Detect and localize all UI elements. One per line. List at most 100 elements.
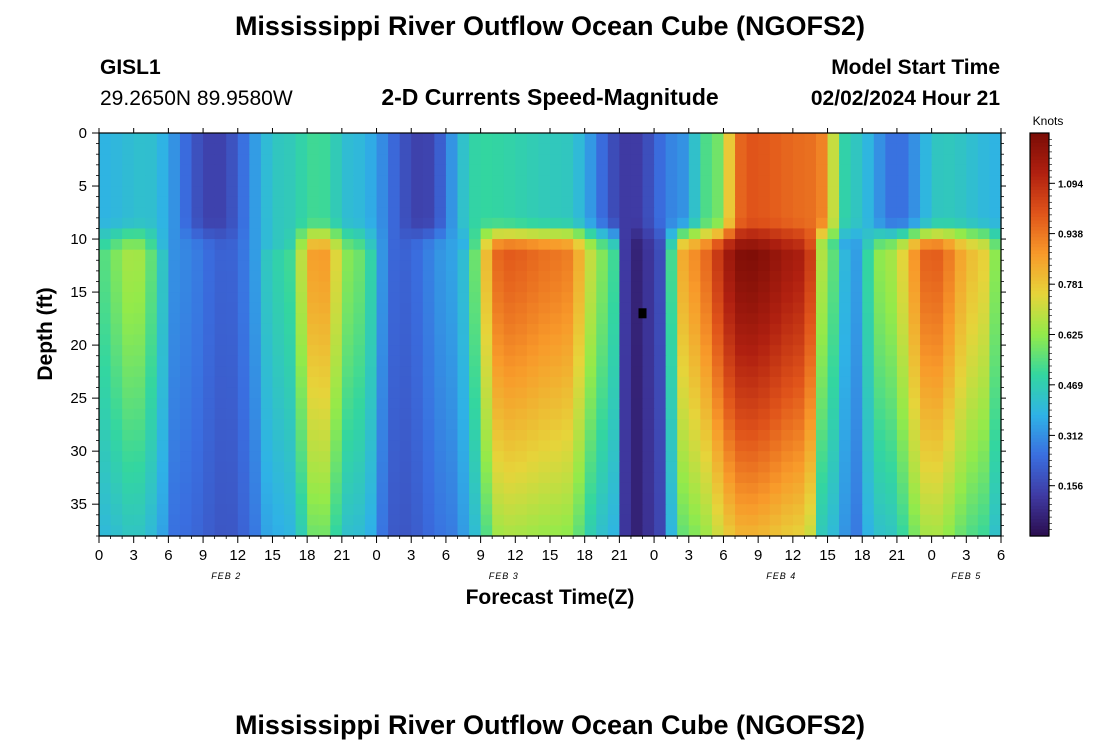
heat-cell <box>688 164 701 177</box>
heat-cell <box>203 398 216 410</box>
heat-cell <box>272 461 285 473</box>
heat-cell <box>758 323 771 336</box>
heat-cell <box>896 334 910 346</box>
heat-cell <box>457 143 470 155</box>
heat-cell <box>792 461 806 473</box>
heat-cell <box>422 366 435 378</box>
heat-cell <box>873 292 886 304</box>
heat-cell <box>642 376 655 389</box>
heat-cell <box>191 133 204 145</box>
colorbar-swatch <box>1030 492 1049 497</box>
heat-cell <box>330 164 343 177</box>
heat-cell <box>156 133 169 145</box>
heat-cell <box>758 175 771 187</box>
heat-cell <box>966 461 979 473</box>
heat-cell <box>469 345 482 357</box>
heat-cell <box>665 419 678 431</box>
heat-cell <box>376 419 389 431</box>
heat-cell <box>873 186 886 198</box>
heat-cell <box>885 429 898 442</box>
heat-cell <box>896 525 910 537</box>
heat-cell <box>711 207 725 219</box>
heat-cell <box>827 164 840 177</box>
heat-cell <box>746 376 759 389</box>
heat-cell <box>179 408 193 420</box>
heat-cell <box>168 281 181 293</box>
heat-cell <box>931 525 944 537</box>
heat-cell <box>411 482 424 495</box>
date-label: FEB 3 <box>489 571 519 581</box>
heat-cell <box>573 313 586 325</box>
heat-cell <box>526 154 540 166</box>
heat-cell <box>272 292 285 304</box>
heat-cell <box>607 164 620 177</box>
heat-cell <box>723 514 736 526</box>
heat-cell <box>920 292 933 304</box>
heat-cell <box>804 419 817 431</box>
heat-cell <box>492 175 505 187</box>
heat-cell <box>469 154 482 166</box>
heat-cell <box>839 228 852 240</box>
heat-cell <box>480 292 493 304</box>
heat-cell <box>781 345 794 357</box>
heat-cell <box>804 217 817 230</box>
heat-cell <box>99 429 112 442</box>
heat-cell <box>168 461 181 473</box>
heat-cell <box>630 514 644 526</box>
heat-cell <box>538 504 551 516</box>
heat-cell <box>411 355 424 367</box>
heat-cell <box>411 270 424 283</box>
heat-cell <box>665 217 678 230</box>
heat-cell <box>191 217 204 230</box>
heat-cell <box>388 525 401 537</box>
heat-cell <box>214 376 227 389</box>
heat-cell <box>492 461 505 473</box>
colorbar-swatch <box>1030 210 1049 215</box>
heat-cell <box>191 228 204 240</box>
heat-cell <box>619 228 632 240</box>
heat-cell <box>677 440 690 452</box>
heat-cell <box>931 440 944 452</box>
heat-cell <box>364 228 378 240</box>
heat-cell <box>804 366 817 378</box>
heat-cell <box>711 387 725 399</box>
heat-cell <box>746 217 759 230</box>
heat-cell <box>226 302 239 314</box>
heat-cell <box>492 186 505 198</box>
heat-cell <box>954 249 967 261</box>
heat-cell <box>249 334 262 346</box>
heat-cell <box>515 260 528 272</box>
heat-cell <box>434 143 447 155</box>
heat-cell <box>839 175 852 187</box>
heat-cell <box>989 302 1002 314</box>
heat-cell <box>920 461 933 473</box>
heat-cell <box>318 451 331 463</box>
heat-cell <box>920 207 933 219</box>
heat-cell <box>145 408 158 420</box>
heat-cell <box>364 154 378 166</box>
heat-cell <box>573 186 586 198</box>
heat-cell <box>422 355 435 367</box>
heat-cell <box>711 175 725 187</box>
heat-cell <box>827 514 840 526</box>
heat-cell <box>214 302 227 314</box>
heat-cell <box>619 196 632 208</box>
heat-cell <box>873 429 886 442</box>
heat-cell <box>515 461 528 473</box>
heat-cell <box>573 419 586 431</box>
heat-cell <box>607 334 620 346</box>
heat-cell <box>399 239 412 251</box>
heat-cell <box>538 164 551 177</box>
heat-cell <box>804 482 817 495</box>
heat-cell <box>330 461 343 473</box>
heat-cell <box>526 345 540 357</box>
heat-cell <box>550 281 563 293</box>
heat-cell <box>700 217 713 230</box>
heat-cell <box>399 228 412 240</box>
heat-cell <box>214 451 227 463</box>
heat-cell <box>850 217 863 230</box>
heat-cell <box>654 270 667 283</box>
heat-cell <box>353 525 366 537</box>
heat-cell <box>411 175 424 187</box>
